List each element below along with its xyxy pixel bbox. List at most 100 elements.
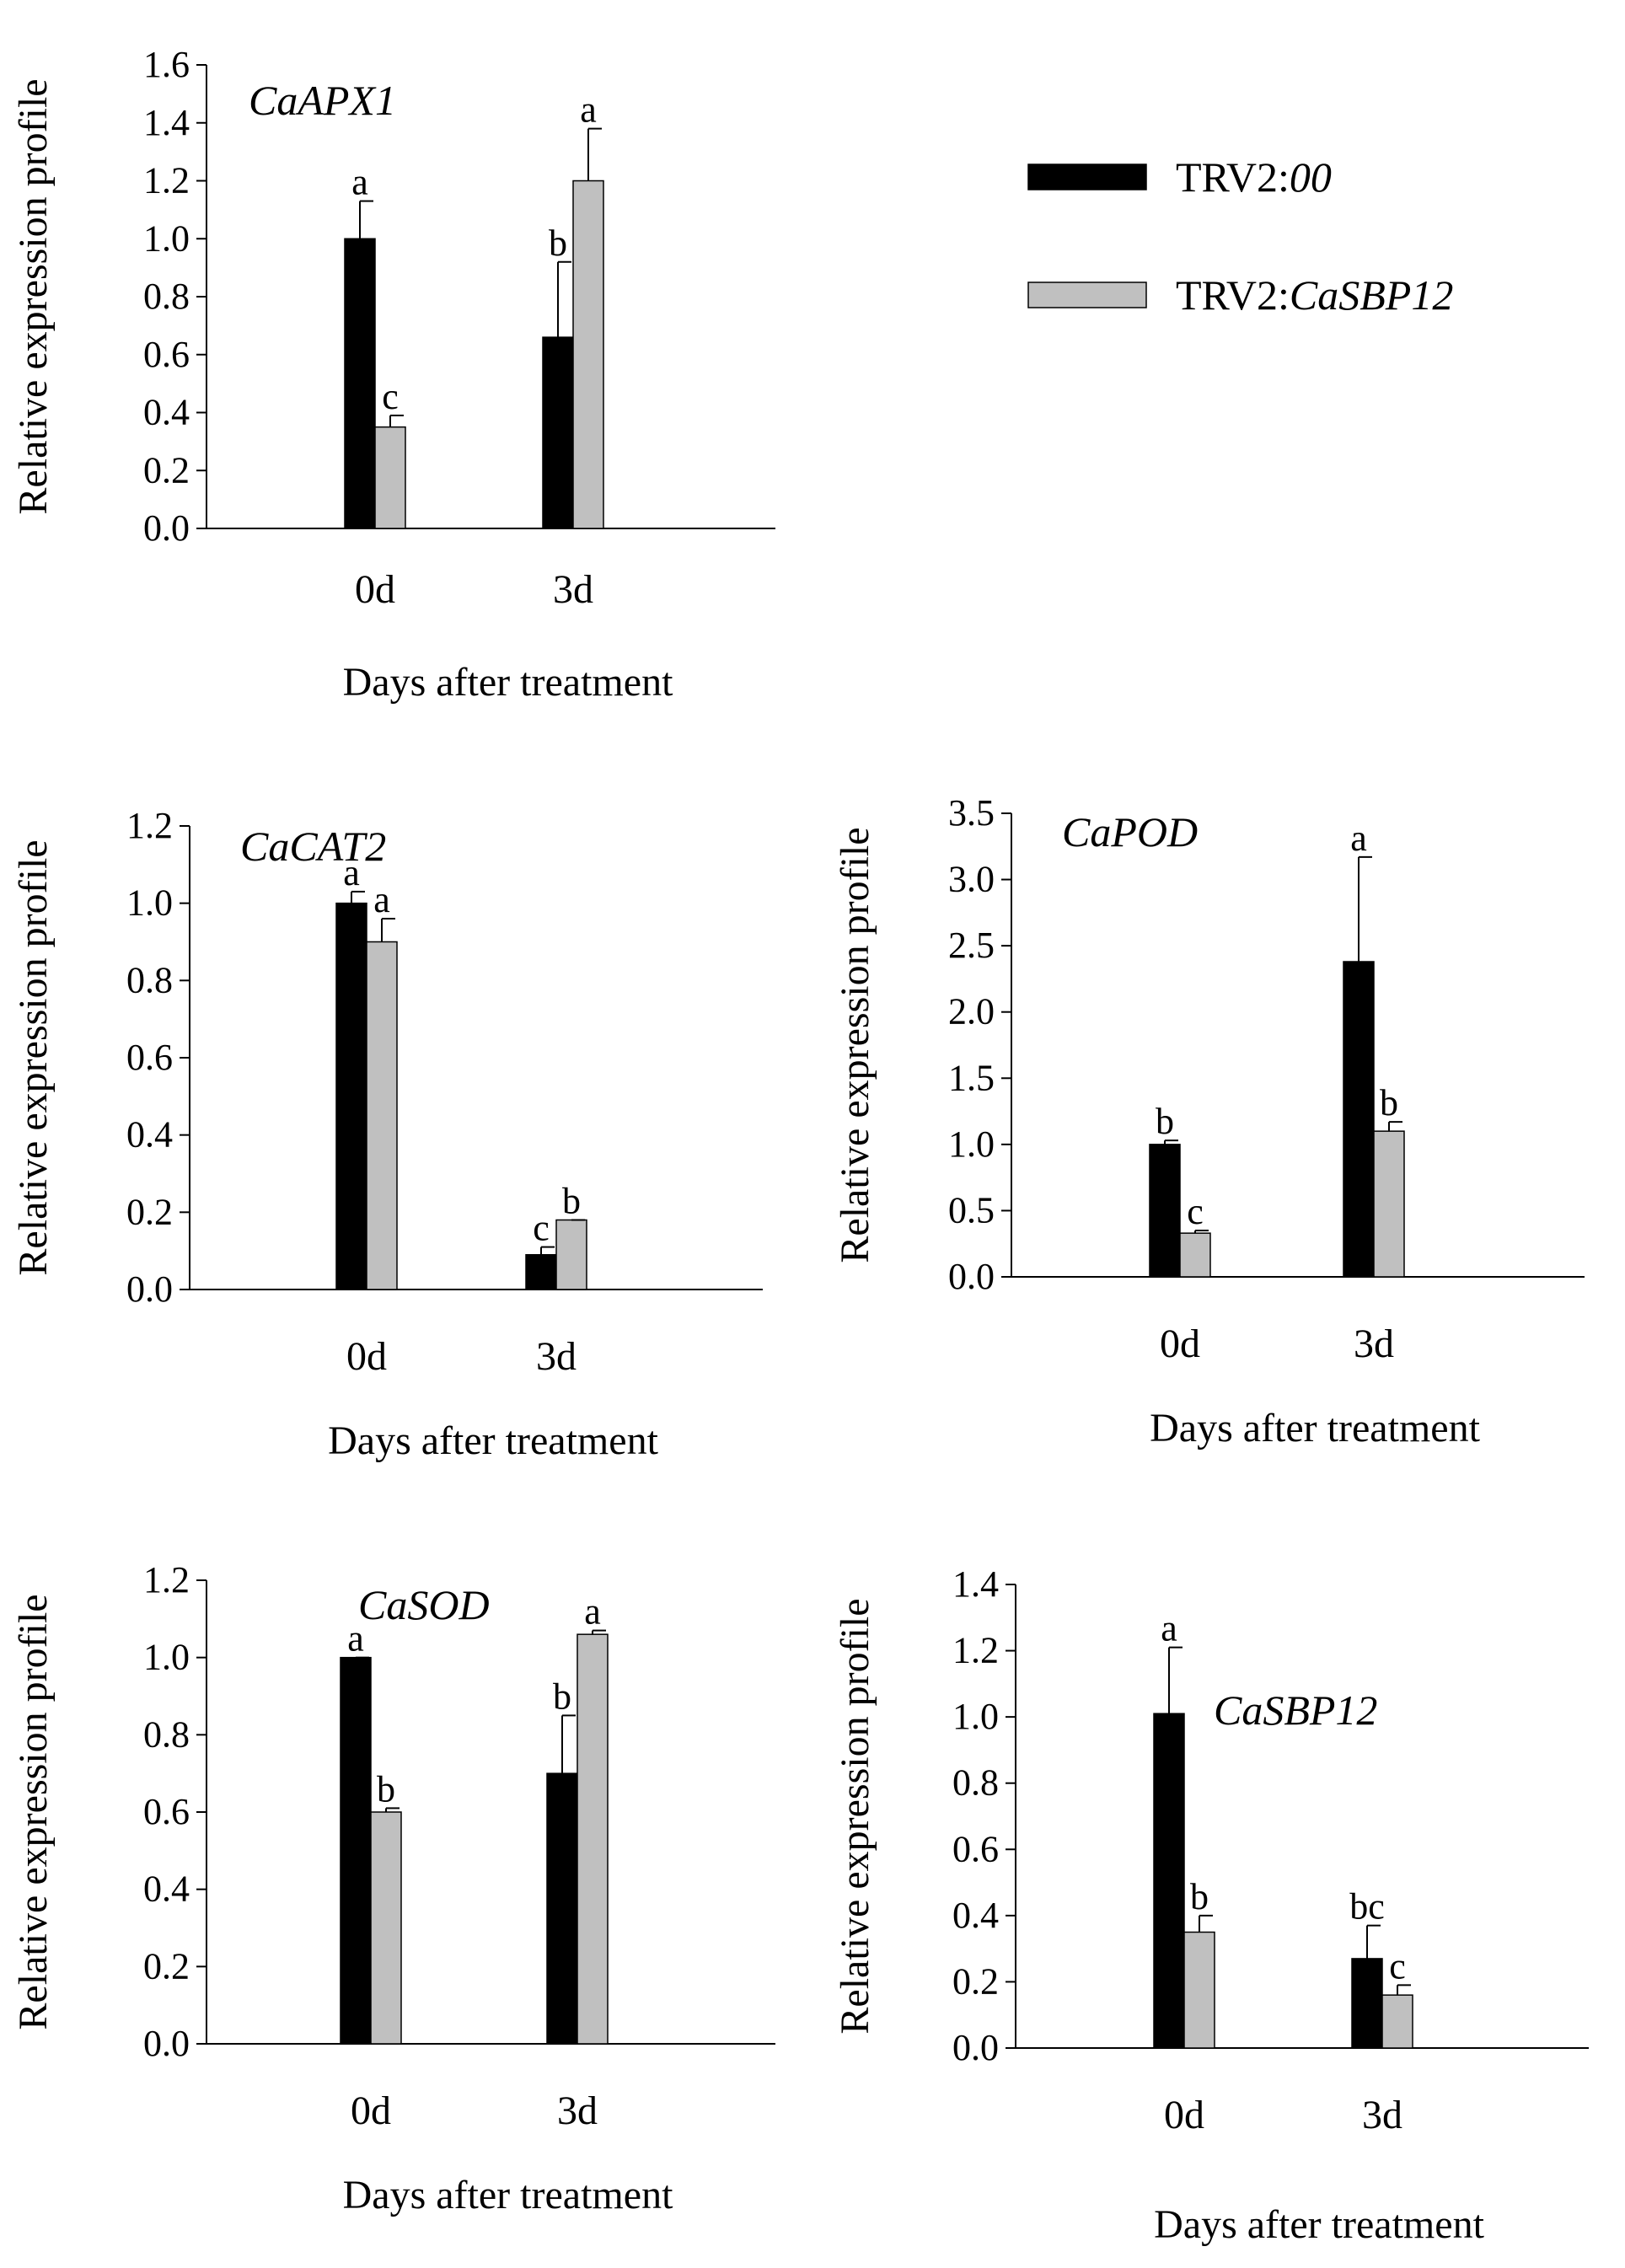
y-tick-label: 1.2 — [143, 1559, 190, 1600]
y-tick-label: 0.2 — [126, 1191, 173, 1232]
bar-caapx1-0d-trv2-casbp12 — [374, 426, 406, 529]
significance-letter: a — [343, 852, 360, 893]
significance-letter: a — [580, 89, 597, 131]
y-tick-label: 1.4 — [952, 1563, 999, 1605]
y-tick-label: 0.0 — [143, 507, 190, 549]
bar-capod-3d-trv2-00 — [1343, 961, 1375, 1278]
significance-letter: a — [584, 1591, 601, 1633]
bar-casod-3d-trv2-00 — [546, 1772, 578, 2045]
chart-panels: 0.0 0.2 0.4 0.6 0.8 1.0 1.2 1.4 1.6 Relative expr… — [11, 44, 1589, 2247]
bar-casod-3d-trv2-casbp12 — [577, 1633, 609, 2045]
y-tick-label: 3.5 — [948, 792, 995, 834]
y-tick-label: 0.4 — [952, 1895, 999, 1936]
x-category-label: 3d — [1362, 2093, 1402, 2137]
bar-casbp12-0d-trv2-00 — [1153, 1713, 1185, 2049]
x-category-label: 0d — [346, 1334, 387, 1379]
significance-letter: bc — [1349, 1886, 1385, 1928]
bar-cacat2-0d-trv2-00 — [335, 902, 367, 1290]
bar-cacat2-3d-trv2-00 — [525, 1254, 557, 1290]
y-axis-title: Relative expression profile — [11, 1594, 56, 2029]
y-tick-label: 2.5 — [948, 925, 995, 966]
y-tick-label: 0.6 — [952, 1828, 999, 1869]
y-tick-label: 1.0 — [143, 1637, 190, 1678]
bar-cacat2-3d-trv2-casbp12 — [555, 1219, 587, 1290]
legend-item-trv2-casbp12: TRV2:CaSBP12 — [1027, 271, 1453, 319]
y-tick-label: 0.2 — [952, 1960, 999, 2002]
y-tick-label: 1.0 — [948, 1123, 995, 1165]
significance-letter: b — [1190, 1876, 1209, 1917]
x-category-label: 3d — [553, 567, 593, 612]
gene-title: CaCAT2 — [240, 823, 386, 870]
y-tick-label: 1.0 — [143, 217, 190, 259]
y-tick-label: 0.4 — [143, 392, 190, 433]
y-tick-label: 0.0 — [143, 2023, 190, 2064]
bar-caapx1-3d-trv2-00 — [542, 336, 574, 529]
bar-casbp12-3d-trv2-00 — [1351, 1958, 1383, 2049]
chart-panel-casod: 0.0 0.2 0.4 0.6 0.8 1.0 1.2 Relative expression… — [11, 1559, 775, 2217]
x-category-label: 0d — [351, 2088, 391, 2133]
y-tick-label: 0.8 — [126, 959, 173, 1000]
y-tick-label: 1.0 — [952, 1696, 999, 1737]
bar-casbp12-0d-trv2-casbp12 — [1183, 1931, 1215, 2049]
significance-letter: a — [1350, 818, 1367, 859]
y-tick-label: 3.0 — [948, 859, 995, 900]
y-tick-label: 0.8 — [143, 276, 190, 317]
bar-caapx1-3d-trv2-casbp12 — [572, 180, 604, 529]
significance-letter: a — [1161, 1608, 1177, 1649]
y-tick-label: 0.0 — [948, 1256, 995, 1297]
significance-letter: b — [562, 1181, 581, 1222]
x-category-label: 0d — [1164, 2093, 1204, 2137]
y-tick-label: 0.0 — [952, 2027, 999, 2068]
x-axis-title: Days after treatment — [328, 1418, 658, 1463]
y-tick-label: 0.5 — [948, 1189, 995, 1231]
y-axis-title: Relative expression profile — [833, 827, 877, 1263]
y-tick-label: 0.6 — [143, 1791, 190, 1832]
significance-letter: b — [1380, 1082, 1398, 1123]
bar-cacat2-0d-trv2-casbp12 — [366, 941, 398, 1290]
x-category-label: 3d — [557, 2088, 598, 2133]
x-axis-title: Days after treatment — [343, 2173, 673, 2217]
y-tick-label: 1.2 — [126, 805, 173, 846]
legend-item-trv2-00: TRV2:00 — [1027, 153, 1332, 201]
chart-panel-casbp12: 0.0 0.2 0.4 0.6 0.8 1.0 1.2 1.4 Relative express… — [833, 1563, 1589, 2247]
significance-letter: b — [1156, 1101, 1174, 1142]
significance-letter: a — [373, 879, 390, 920]
x-category-label: 3d — [1354, 1322, 1394, 1366]
chart-panel-cacat2: 0.0 0.2 0.4 0.6 0.8 1.0 1.2 Relative expression… — [11, 805, 763, 1463]
x-axis-title: Days after treatment — [343, 660, 673, 705]
chart-panel-caapx1: 0.0 0.2 0.4 0.6 0.8 1.0 1.2 1.4 1.6 Relative expr… — [11, 44, 775, 705]
x-axis-title: Days after treatment — [1154, 2202, 1484, 2247]
legend-swatch — [1027, 281, 1147, 308]
y-axis-title: Relative expression profile — [11, 78, 56, 514]
gene-title: CaSOD — [358, 1581, 490, 1628]
gene-title: CaAPX1 — [249, 77, 396, 124]
bar-casod-0d-trv2-casbp12 — [370, 1811, 402, 2045]
legend: TRV2:00 TRV2:CaSBP12 — [1027, 153, 1453, 319]
x-category-label: 3d — [536, 1334, 577, 1379]
x-category-label: 0d — [1160, 1322, 1200, 1366]
gene-title: CaSBP12 — [1214, 1686, 1377, 1734]
y-tick-label: 1.2 — [952, 1630, 999, 1671]
gene-title: CaPOD — [1062, 808, 1198, 855]
y-tick-label: 0.0 — [126, 1268, 173, 1310]
y-tick-label: 1.5 — [948, 1057, 995, 1098]
y-tick-label: 0.8 — [952, 1762, 999, 1804]
significance-letter: c — [382, 376, 399, 417]
significance-letter: b — [553, 1676, 571, 1717]
y-tick-label: 0.4 — [126, 1114, 173, 1155]
y-tick-label: 0.2 — [143, 1945, 190, 1987]
bar-caapx1-0d-trv2-00 — [344, 238, 376, 529]
significance-letter: a — [351, 162, 368, 203]
y-tick-label: 0.6 — [143, 334, 190, 375]
y-tick-label: 0.2 — [143, 449, 190, 491]
significance-letter: b — [549, 223, 567, 264]
significance-letter: a — [347, 1618, 364, 1659]
bar-capod-3d-trv2-casbp12 — [1373, 1130, 1405, 1278]
y-tick-label: 0.8 — [143, 1713, 190, 1755]
bar-capod-0d-trv2-casbp12 — [1179, 1232, 1211, 1278]
y-axis-title: Relative expression profile — [833, 1598, 877, 2034]
legend-label: TRV2:CaSBP12 — [1176, 271, 1453, 319]
significance-letter: c — [533, 1208, 550, 1249]
bar-capod-0d-trv2-00 — [1149, 1144, 1181, 1278]
significance-letter: c — [1187, 1191, 1204, 1232]
